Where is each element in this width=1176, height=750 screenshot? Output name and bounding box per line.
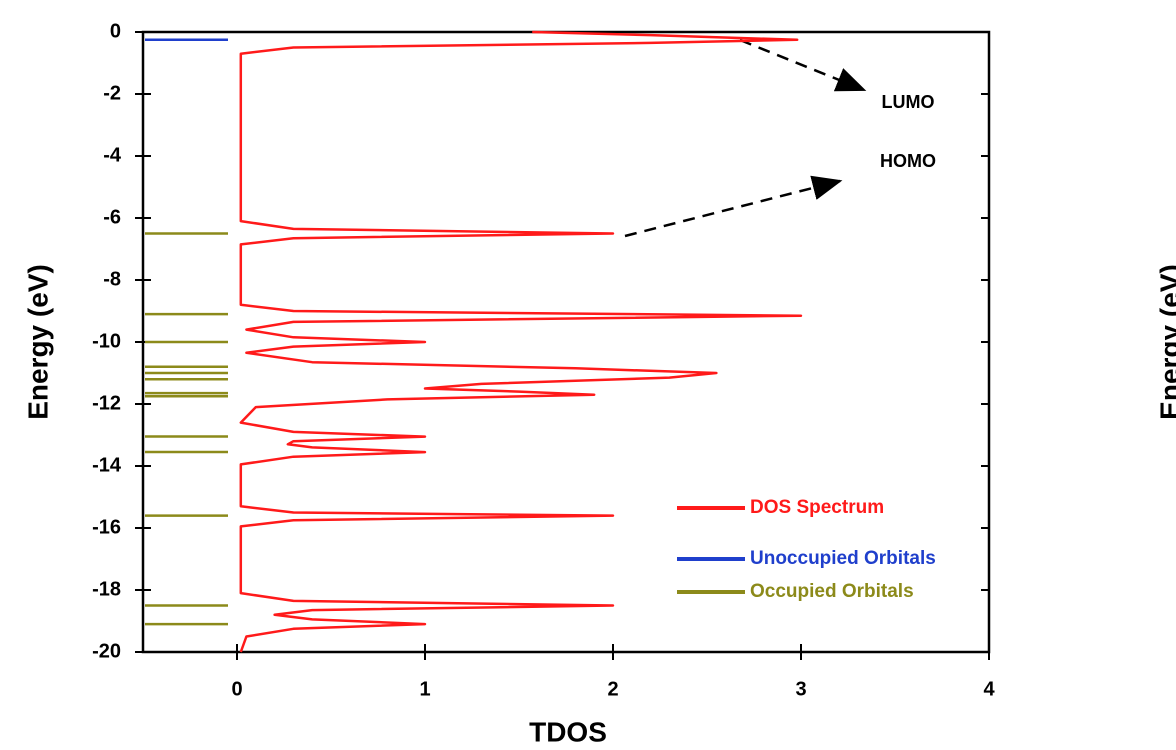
y-tick-label: 0 [110,20,121,42]
x-tick-label: 4 [983,678,995,700]
y-axis-title: Energy (eV) [22,264,53,420]
y-tick-label: -6 [103,206,121,228]
annotation: LUMO [882,92,935,112]
x-tick-label: 1 [419,678,430,700]
annotation: HOMO [880,151,936,171]
legend-label: Occupied Orbitals [750,581,914,602]
homo-arrow [624,175,843,238]
y-tick-label: -14 [92,454,122,476]
x-tick-label: 2 [607,678,618,700]
y-tick-label: -20 [92,640,121,662]
legend-label: Unoccupied Orbitals [750,548,936,569]
x-axis-title: TDOS [529,716,607,747]
lumo-arrow [739,38,867,92]
y-tick-label: -18 [92,578,121,600]
y-tick-label: -16 [92,516,121,538]
y-tick-label: -12 [92,392,121,414]
dos-line [239,30,803,653]
y-tick-label: -10 [92,330,121,352]
y-tick-label: -8 [103,268,121,290]
second-panel-y-title: Energy (eV) [1154,264,1176,420]
x-tick-label: 3 [795,678,806,700]
legend-label: DOS Spectrum [750,497,884,518]
x-tick-label: 0 [231,678,242,700]
y-tick-label: -4 [103,144,122,166]
y-tick-label: -2 [103,82,121,104]
